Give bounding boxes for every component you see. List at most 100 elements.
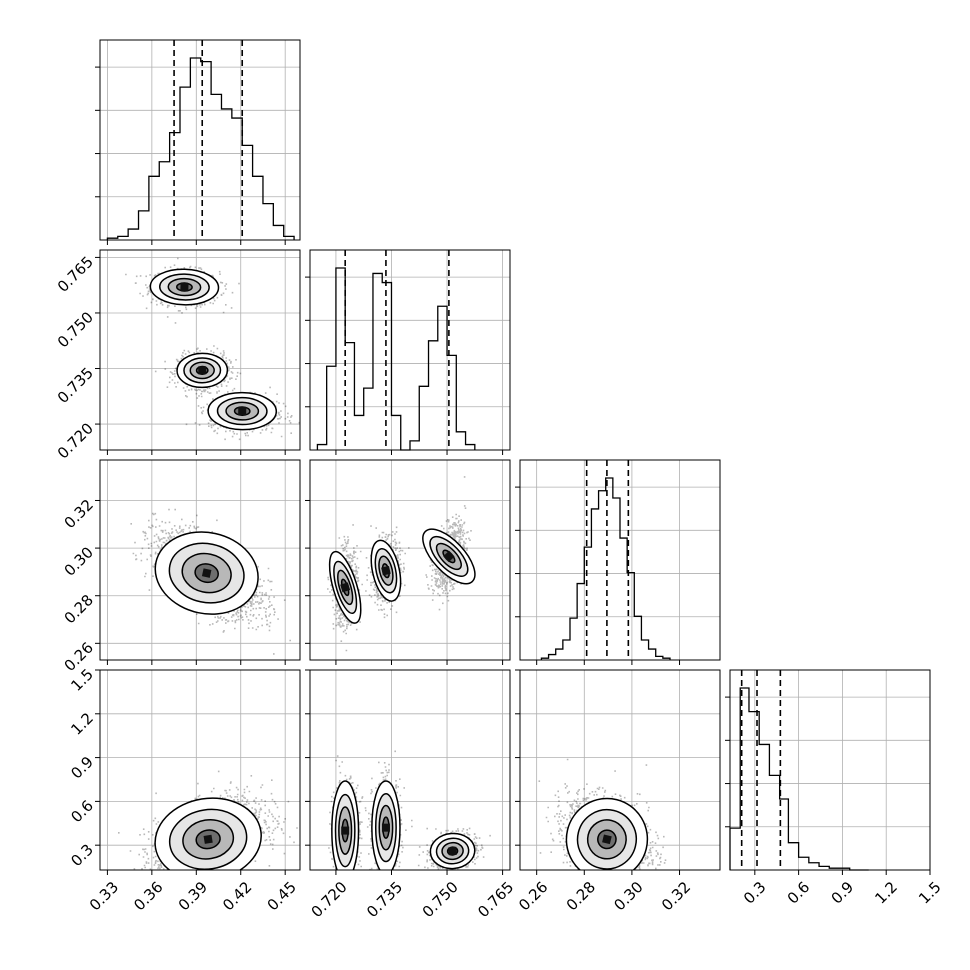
x-tick-label: 0.9 bbox=[828, 878, 858, 908]
y-tick-label: 1.2 bbox=[67, 709, 97, 739]
histogram-bar bbox=[336, 268, 345, 450]
x-tick-label: 0.26 bbox=[515, 878, 551, 914]
density-contours bbox=[429, 832, 476, 870]
histogram-bar bbox=[221, 109, 231, 240]
x-tick-label: 1.2 bbox=[871, 878, 901, 908]
scatter-panel-3-4: 0.26 0.28 0.30 0.32 bbox=[515, 669, 721, 914]
density-contours bbox=[154, 531, 259, 615]
histogram-bar bbox=[345, 343, 354, 450]
x-tick-label: 0.765 bbox=[474, 878, 517, 921]
density-contours bbox=[328, 550, 362, 624]
histogram-bar bbox=[190, 58, 200, 240]
scatter-panel-1-4: 0.33 0.36 0.39 0.42 0.450.30.60.91.21.5 bbox=[67, 665, 301, 914]
x-tick-label: 0.33 bbox=[86, 878, 122, 914]
y-tick-label: 0.735 bbox=[54, 364, 97, 407]
histogram-bar bbox=[382, 283, 391, 450]
density-contours bbox=[149, 268, 220, 306]
scatter-panel-2-4: 0.720 0.735 0.750 0.765 bbox=[305, 669, 517, 921]
x-tick-label: 0.39 bbox=[175, 878, 211, 914]
histogram-bar bbox=[327, 366, 336, 450]
x-tick-label: 0.42 bbox=[219, 878, 255, 914]
y-tick-label: 0.720 bbox=[54, 419, 97, 462]
density-contours bbox=[154, 797, 262, 870]
density-peak bbox=[238, 407, 247, 416]
scatter-body bbox=[327, 476, 476, 652]
histogram-bar bbox=[242, 145, 252, 240]
density-peak bbox=[340, 582, 351, 593]
histogram-step bbox=[729, 687, 869, 871]
histogram-bar bbox=[373, 273, 382, 450]
histogram-bar bbox=[563, 640, 570, 660]
density-contours bbox=[176, 352, 229, 389]
scatter-panel-1-2: 0.720 0.735 0.750 0.765 bbox=[54, 249, 301, 462]
panel-frame bbox=[99, 39, 301, 241]
histogram-panel-3 bbox=[515, 459, 721, 665]
x-tick-label: 0.750 bbox=[419, 878, 462, 921]
y-tick-label: 0.30 bbox=[61, 543, 97, 579]
histogram-step bbox=[540, 477, 671, 660]
histogram-bar bbox=[556, 649, 563, 660]
histogram-bar bbox=[649, 649, 656, 660]
histogram-bar bbox=[730, 828, 740, 870]
density-contours bbox=[331, 780, 360, 870]
histogram-step bbox=[106, 57, 295, 240]
histogram-bar bbox=[438, 306, 447, 450]
histogram-bar bbox=[549, 655, 556, 660]
histogram-bar bbox=[656, 656, 663, 660]
scatter-panel-1-3: 0.260.280.300.32 bbox=[61, 459, 301, 675]
histogram-bar bbox=[591, 509, 598, 660]
panel-frame bbox=[99, 459, 301, 661]
histogram-bar bbox=[253, 176, 263, 240]
histogram-bar bbox=[391, 415, 400, 450]
histogram-panel-2 bbox=[305, 249, 511, 455]
panel-frame bbox=[309, 459, 511, 661]
x-tick-label: 0.36 bbox=[130, 878, 166, 914]
histogram-bar bbox=[429, 341, 438, 450]
histogram-panel-4: 0.3 0.6 0.9 1.2 1.5 bbox=[725, 669, 945, 908]
density-peak bbox=[602, 834, 612, 845]
histogram-bar bbox=[466, 445, 475, 450]
scatter-body bbox=[538, 758, 667, 870]
histogram-bar bbox=[613, 498, 620, 660]
panel-frame bbox=[519, 669, 721, 871]
histogram-bar bbox=[180, 87, 190, 240]
density-peak bbox=[201, 568, 212, 578]
density-peak bbox=[443, 550, 455, 563]
density-peak bbox=[198, 366, 207, 375]
y-tick-label: 0.3 bbox=[67, 840, 97, 870]
density-contours bbox=[422, 528, 476, 585]
panel-frame bbox=[519, 459, 721, 661]
panel-frame bbox=[99, 669, 301, 871]
density-contours bbox=[371, 780, 401, 870]
panel-frame bbox=[309, 669, 511, 871]
scatter-body bbox=[130, 508, 291, 655]
histogram-bar bbox=[364, 388, 373, 450]
y-tick-label: 0.6 bbox=[67, 797, 97, 827]
histogram-bar bbox=[354, 415, 363, 450]
histogram-bar bbox=[211, 94, 221, 240]
histogram-bar bbox=[139, 211, 149, 240]
histogram-bar bbox=[317, 445, 326, 450]
x-tick-label: 0.720 bbox=[308, 878, 351, 921]
histogram-bar bbox=[634, 616, 641, 660]
histogram-bar bbox=[599, 491, 606, 660]
x-tick-label: 1.5 bbox=[915, 878, 945, 908]
y-tick-label: 0.765 bbox=[54, 253, 97, 296]
x-tick-label: 0.28 bbox=[563, 878, 599, 914]
x-tick-label: 0.6 bbox=[784, 878, 814, 908]
histogram-bar bbox=[809, 863, 819, 870]
y-tick-label: 0.9 bbox=[67, 753, 97, 783]
x-tick-label: 0.3 bbox=[740, 878, 770, 908]
histogram-bar bbox=[232, 118, 242, 240]
scatter-panel-2-3 bbox=[305, 459, 511, 665]
panel-frame bbox=[99, 249, 301, 451]
y-tick-label: 0.750 bbox=[54, 308, 97, 351]
histogram-bar bbox=[759, 744, 769, 870]
histogram-bar bbox=[788, 843, 798, 870]
histogram-bar bbox=[799, 857, 809, 870]
histogram-bar bbox=[419, 386, 428, 450]
x-tick-label: 0.30 bbox=[610, 878, 646, 914]
y-tick-label: 0.32 bbox=[61, 496, 97, 532]
x-tick-label: 0.32 bbox=[658, 878, 694, 914]
